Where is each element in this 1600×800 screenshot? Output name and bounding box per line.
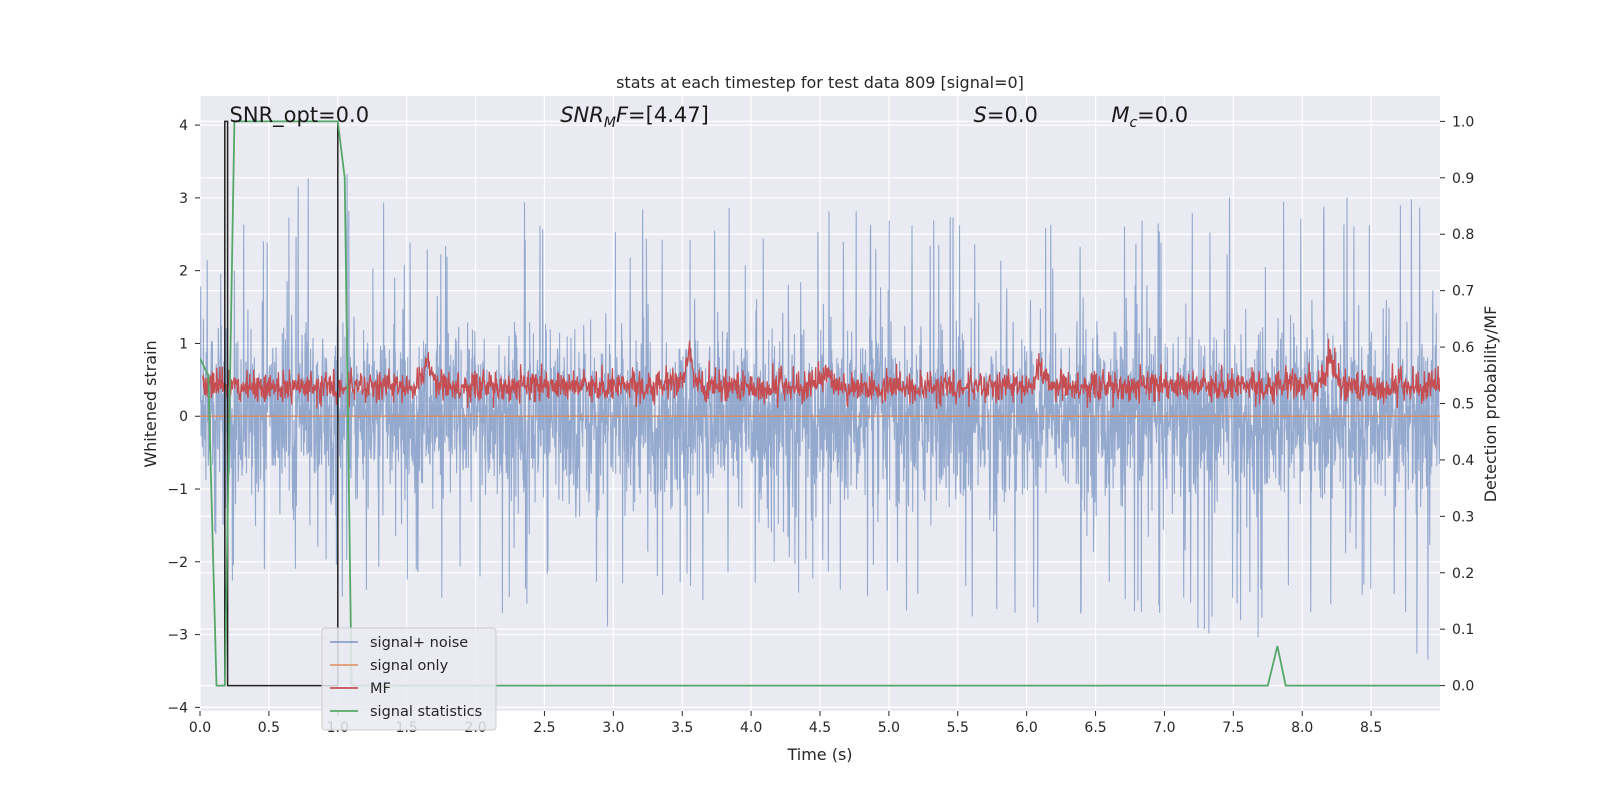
annotation-3: S=0.0 (974, 103, 1038, 127)
annotation-4: Mc=0.0 (1111, 103, 1188, 131)
annotations: SNR_opt=0.0 SNRMF=[4.47] S=0.0 Mc=0.0 (230, 103, 1189, 131)
series-signal-noise-line (200, 174, 1440, 660)
x-tick-label: 8.0 (1291, 720, 1313, 736)
y-right-tick-label: 0.3 (1452, 509, 1474, 525)
chart-title: stats at each timestep for test data 809… (616, 73, 1024, 92)
y-right-tick-label: 0.9 (1452, 171, 1474, 187)
x-tick-label: 5.0 (878, 720, 900, 736)
series-reference-line (224, 120, 339, 687)
x-tick-label: 6.5 (1084, 720, 1106, 736)
y-tick-label: 0 (179, 409, 188, 425)
y-right-tick-label: 0.1 (1452, 622, 1474, 638)
x-tick-label: 6.0 (1016, 720, 1038, 736)
legend: signal+ noise signal only MF signal statist… (321, 627, 497, 731)
y-tick-label: −2 (167, 555, 188, 571)
series-mf-line (202, 338, 1440, 409)
y-tick-label: 3 (179, 191, 188, 207)
x-axis-label: Time (s) (786, 745, 852, 764)
x-axis: 0.00.51.01.52.02.53.03.54.04.55.05.56.06… (189, 711, 1382, 736)
y-tick-label: −4 (167, 700, 188, 716)
legend-label: signal only (370, 658, 449, 674)
x-tick-label: 7.5 (1222, 720, 1244, 736)
y-right-tick-label: 1.0 (1452, 114, 1474, 130)
y-tick-label: 2 (179, 264, 188, 280)
legend-label: signal+ noise (370, 635, 468, 651)
y-right-tick-label: 0.4 (1452, 453, 1474, 469)
x-tick-label: 0.0 (189, 720, 211, 736)
y-right-tick-label: 0.2 (1452, 566, 1474, 582)
x-tick-label: 4.0 (740, 720, 762, 736)
x-tick-label: 2.5 (533, 720, 555, 736)
left-axis: −4 −3 −2 −1 0 1 2 3 4 (167, 118, 200, 716)
legend-label: MF (370, 681, 391, 697)
x-tick-label: 4.5 (809, 720, 831, 736)
y-right-tick-label: 0.8 (1452, 227, 1474, 243)
y-right-tick-label: 0.7 (1452, 284, 1474, 300)
y-axis-label: Whitened strain (141, 340, 160, 467)
legend-label: signal statistics (370, 704, 482, 720)
y-tick-label: 4 (179, 118, 188, 134)
x-tick-label: 5.5 (947, 720, 969, 736)
y-right-tick-label: 0.5 (1452, 397, 1474, 413)
x-tick-label: 3.5 (671, 720, 693, 736)
y-right-tick-label: 0.0 (1452, 679, 1474, 695)
y-tick-label: 1 (179, 336, 188, 352)
x-tick-label: 0.5 (258, 720, 280, 736)
x-tick-label: 7.0 (1153, 720, 1175, 736)
y-tick-label: −3 (167, 628, 188, 644)
annotation-2: SNRMF=[4.47] (560, 103, 709, 131)
y-tick-label: −1 (167, 482, 188, 498)
y-axis-label-right: Detection probability/MF (1481, 306, 1500, 503)
x-tick-label: 3.0 (602, 720, 624, 736)
right-axis: 0.0 0.1 0.2 0.3 0.4 0.5 0.6 0.7 0.8 0.9 1.0 (1440, 114, 1474, 695)
annotation-1: SNR_opt=0.0 (230, 103, 370, 128)
x-tick-label: 8.5 (1360, 720, 1382, 736)
legend-box (321, 627, 497, 731)
y-right-tick-label: 0.6 (1452, 340, 1474, 356)
